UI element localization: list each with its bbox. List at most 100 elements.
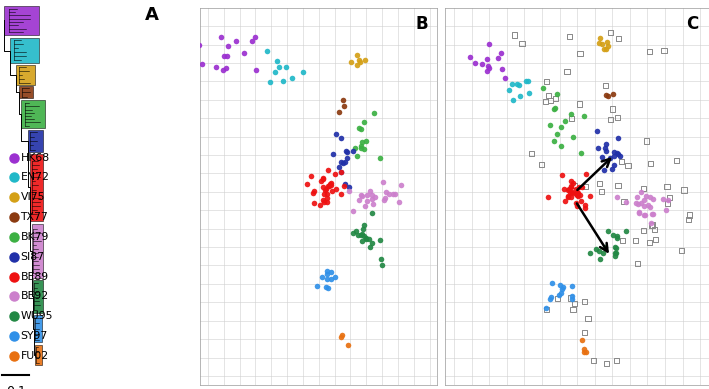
Point: [615, 158, 627, 165]
Point: [565, 194, 576, 200]
Point: [343, 184, 354, 190]
Point: [549, 104, 561, 110]
Point: [524, 89, 535, 96]
Point: [660, 207, 671, 213]
Point: [579, 349, 590, 355]
Point: [351, 52, 362, 58]
Point: [618, 198, 630, 204]
Point: [272, 58, 283, 65]
Point: [638, 203, 649, 209]
Point: [562, 193, 574, 199]
Point: [515, 93, 526, 99]
Point: [647, 196, 659, 202]
Point: [593, 40, 605, 47]
Point: [567, 180, 579, 186]
Point: [588, 357, 599, 363]
Point: [591, 245, 602, 252]
Point: [318, 191, 330, 198]
Point: [605, 116, 617, 123]
Point: [571, 203, 583, 210]
Point: [366, 240, 377, 246]
Point: [571, 189, 583, 195]
Point: [601, 46, 612, 52]
Point: [554, 282, 566, 288]
Point: [545, 122, 556, 128]
Point: [612, 233, 623, 239]
Point: [542, 194, 554, 200]
Point: [361, 197, 372, 203]
Point: [330, 170, 341, 177]
Text: VI75: VI75: [21, 192, 45, 202]
Point: [359, 233, 370, 239]
Point: [601, 39, 613, 45]
Bar: [32, 224, 43, 278]
Point: [646, 210, 657, 217]
Point: [321, 191, 333, 197]
Point: [368, 201, 379, 207]
Point: [582, 315, 593, 321]
Point: [306, 173, 317, 179]
Point: [579, 298, 591, 305]
Point: [359, 56, 371, 63]
Point: [481, 68, 493, 74]
Bar: [35, 345, 42, 365]
Point: [609, 153, 620, 159]
Point: [301, 181, 313, 187]
Point: [323, 183, 335, 189]
Point: [540, 305, 552, 312]
Point: [683, 212, 695, 218]
Point: [607, 106, 618, 112]
Point: [238, 50, 250, 56]
Point: [325, 276, 336, 282]
Point: [356, 238, 367, 245]
Point: [562, 68, 573, 75]
Point: [536, 161, 547, 168]
Point: [335, 159, 347, 165]
Point: [579, 346, 590, 352]
Point: [367, 210, 378, 216]
Point: [571, 192, 583, 198]
Point: [355, 142, 367, 149]
Point: [584, 249, 596, 256]
Point: [610, 250, 621, 256]
Point: [334, 109, 345, 116]
Bar: [16, 65, 35, 85]
Point: [659, 47, 670, 54]
Point: [574, 101, 585, 107]
Point: [318, 197, 329, 203]
Point: [570, 186, 581, 192]
Point: [632, 261, 643, 267]
Point: [630, 237, 641, 244]
Point: [353, 56, 364, 63]
Text: B: B: [415, 15, 428, 33]
Point: [230, 37, 242, 44]
Point: [540, 98, 552, 104]
Point: [645, 219, 657, 226]
Bar: [30, 154, 43, 221]
Point: [364, 244, 376, 250]
Point: [337, 96, 348, 103]
Point: [598, 46, 609, 53]
Point: [555, 290, 566, 296]
Point: [308, 200, 320, 206]
Point: [593, 248, 604, 254]
Point: [599, 244, 610, 250]
Text: BE89: BE89: [21, 272, 49, 282]
Point: [338, 103, 350, 109]
Point: [251, 67, 262, 73]
Point: [632, 202, 644, 208]
Point: [580, 184, 591, 190]
Point: [311, 283, 323, 289]
Point: [343, 187, 354, 194]
Point: [513, 82, 525, 88]
Point: [556, 172, 567, 178]
Point: [277, 77, 289, 84]
Bar: [20, 86, 33, 98]
Point: [492, 55, 503, 61]
Point: [333, 164, 345, 170]
Point: [314, 202, 325, 209]
Point: [612, 114, 623, 121]
Point: [356, 193, 367, 199]
Point: [481, 56, 492, 62]
Point: [662, 200, 674, 207]
